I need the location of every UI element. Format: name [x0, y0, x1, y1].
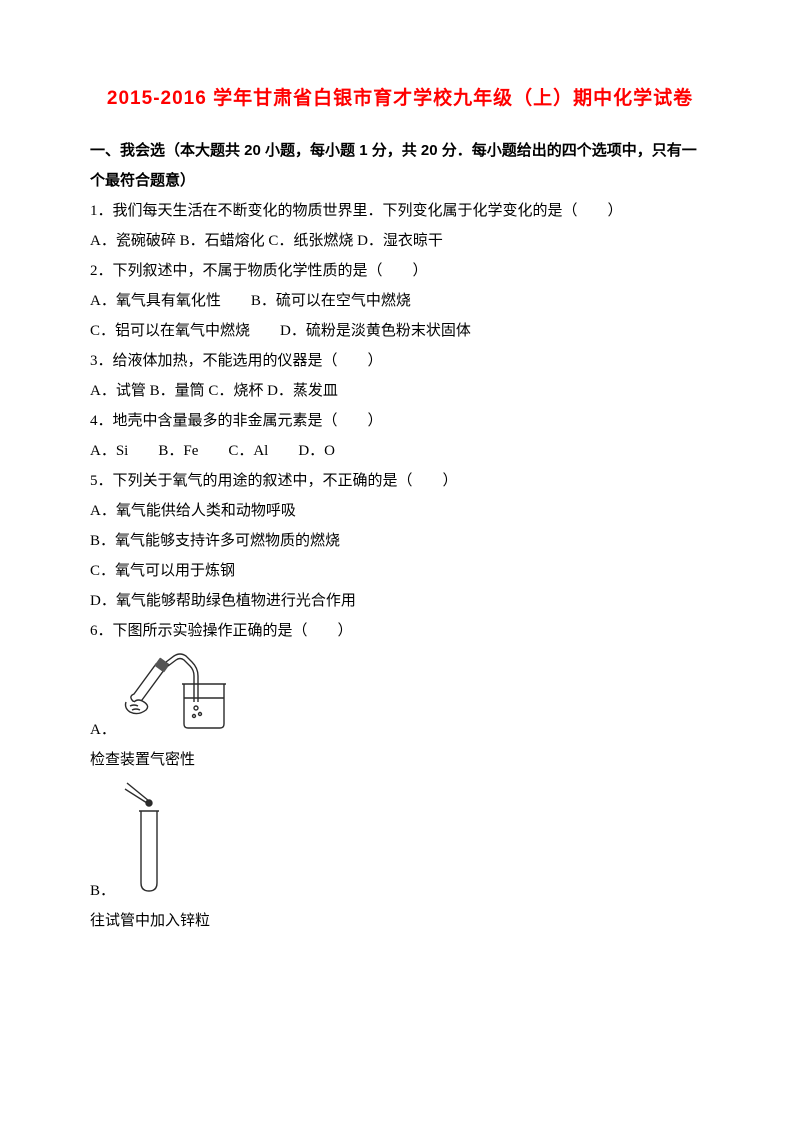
question-6-caption-b: 往试管中加入锌粒: [90, 906, 710, 936]
question-1: 1．我们每天生活在不断变化的物质世界里．下列变化属于化学变化的是（ ）: [90, 196, 710, 226]
question-4-options: A．Si B．Fe C．Al D．O: [90, 436, 710, 466]
question-5-option-a: A．氧气能供给人类和动物呼吸: [90, 496, 710, 526]
question-5: 5．下列关于氧气的用途的叙述中，不正确的是（ ）: [90, 466, 710, 496]
question-2: 2．下列叙述中，不属于物质化学性质的是（ ）: [90, 256, 710, 286]
question-5-option-b: B．氧气能够支持许多可燃物质的燃烧: [90, 526, 710, 556]
section-1-heading: 一、我会选（本大题共 20 小题，每小题 1 分，共 20 分．每小题给出的四个…: [90, 136, 710, 196]
question-1-options: A．瓷碗破碎 B．石蜡熔化 C．纸张燃烧 D．湿衣晾干: [90, 226, 710, 256]
question-6-option-b-row: B．: [90, 777, 710, 906]
question-5-option-c: C．氧气可以用于炼钢: [90, 556, 710, 586]
apparatus-gas-tightness-icon: [120, 722, 235, 738]
question-4: 4．地壳中含量最多的非金属元素是（ ）: [90, 406, 710, 436]
question-5-option-d: D．氧气能够帮助绿色植物进行光合作用: [90, 586, 710, 616]
question-6: 6．下图所示实验操作正确的是（ ）: [90, 616, 710, 646]
question-6-option-a-row: A．: [90, 646, 710, 745]
question-2-option-ab: A．氧气具有氧化性 B．硫可以在空气中燃烧: [90, 286, 710, 316]
apparatus-add-zinc-icon: [119, 883, 179, 899]
question-6-caption-a: 检查装置气密性: [90, 745, 710, 775]
question-3: 3．给液体加热，不能选用的仪器是（ ）: [90, 346, 710, 376]
question-2-option-cd: C．铝可以在氧气中燃烧 D．硫粉是淡黄色粉末状固体: [90, 316, 710, 346]
question-6-label-b: B．: [90, 883, 115, 899]
exam-title: 2015-2016 学年甘肃省白银市育才学校九年级（上）期中化学试卷: [90, 80, 710, 118]
question-6-label-a: A．: [90, 722, 116, 738]
question-3-options: A．试管 B．量筒 C．烧杯 D．蒸发皿: [90, 376, 710, 406]
